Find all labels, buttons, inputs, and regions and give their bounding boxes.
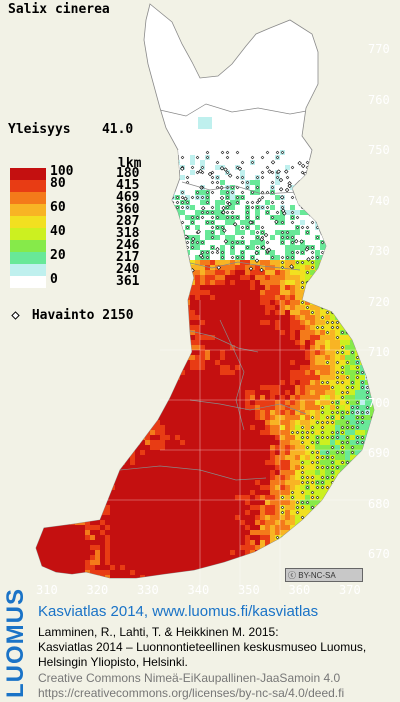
species-name: Salix cinerea [8, 2, 110, 17]
y-tick-label: 720 [368, 294, 390, 309]
legend-swatches [10, 168, 46, 288]
observation-symbol [11, 311, 20, 320]
y-tick-label: 770 [368, 42, 390, 56]
legend-swatch [10, 252, 46, 264]
grid-cells [36, 117, 374, 578]
x-tick-label: 350 [238, 583, 260, 597]
legend-class-count: 469 [116, 190, 140, 205]
observation-label: Havainto [31, 308, 95, 323]
observation-legend: Havainto 2150 [8, 308, 134, 323]
x-tick-label: 340 [187, 583, 210, 597]
distribution-map [10, 3, 380, 590]
coordinate-grid [100, 300, 380, 590]
legend-class-count: 361 [116, 274, 140, 289]
y-tick-label: 730 [368, 244, 390, 258]
legend-class-count: 240 [116, 262, 140, 277]
legend-count-header: lkm [118, 156, 142, 171]
legend-class-count: 415 [116, 178, 140, 193]
cc-icon: ⓒ [288, 571, 296, 580]
x-tick-label: 320 [86, 583, 109, 597]
legend-class-label: 80 [50, 176, 66, 191]
legend-swatch [10, 168, 46, 180]
legend-class-count: 180 [116, 166, 140, 181]
legend-class-label: 20 [50, 248, 66, 263]
frequency-label: Yleisyys [8, 122, 71, 137]
legend-swatch [10, 264, 46, 276]
legend-class-label: 40 [50, 224, 66, 239]
citation-line-3: Helsingin Yliopisto, Helsinki. [38, 655, 188, 669]
y-tick-label: 710 [368, 345, 390, 359]
legend-swatch [10, 276, 46, 288]
y-tick-label: 690 [368, 446, 390, 460]
legend-swatch [10, 240, 46, 252]
x-tick-label: 370 [339, 583, 361, 597]
x-tick-label: 360 [288, 583, 311, 597]
legend-class-label: 100 [50, 164, 74, 179]
y-tick-label: 740 [368, 193, 390, 208]
legend-swatch [10, 192, 46, 204]
frequency-readout: Yleisyys 41.0 [8, 122, 133, 137]
x-tick-label: 310 [36, 583, 58, 597]
legend-swatch [10, 216, 46, 228]
cc-license-badge[interactable]: ⓒ BY-NC-SA [285, 568, 363, 582]
y-tick-label: 680 [368, 496, 390, 511]
y-tick-label: 670 [368, 547, 390, 561]
y-tick-label: 760 [368, 92, 390, 107]
legend-class-count: 246 [116, 238, 140, 253]
legend-class-count: 318 [116, 226, 140, 241]
legend-swatch [10, 228, 46, 240]
legend-class-count: 360 [116, 202, 140, 217]
y-tick-label: 700 [368, 395, 390, 410]
legend-swatch [10, 180, 46, 192]
citation-line-1: Lamminen, R., Lahti, T. & Heikkinen M. 2… [38, 625, 279, 639]
citation-line-2: Kasviatlas 2014 – Luonnontieteellinen ke… [38, 640, 367, 654]
x-tick-label: 330 [137, 583, 159, 597]
luomus-logo: LUOMUS [2, 588, 29, 698]
legend-class-count: 287 [116, 214, 140, 229]
legend-class-label: 0 [50, 272, 58, 287]
legend-swatch [10, 204, 46, 216]
legend-class-count: 217 [116, 250, 140, 265]
legend-class-label: 60 [50, 200, 66, 215]
frequency-value: 41.0 [101, 122, 134, 137]
cc-badge-text: BY-NC-SA [298, 571, 336, 580]
license-line-2[interactable]: https://creativecommons.org/licenses/by-… [38, 686, 345, 700]
site-link[interactable]: Kasviatlas 2014, www.luomus.fi/kasviatla… [38, 603, 319, 620]
license-line-1: Creative Commons Nimeä-EiKaupallinen-Jaa… [38, 671, 341, 685]
y-tick-label: 750 [368, 143, 390, 157]
observation-count: 2150 [102, 308, 134, 323]
